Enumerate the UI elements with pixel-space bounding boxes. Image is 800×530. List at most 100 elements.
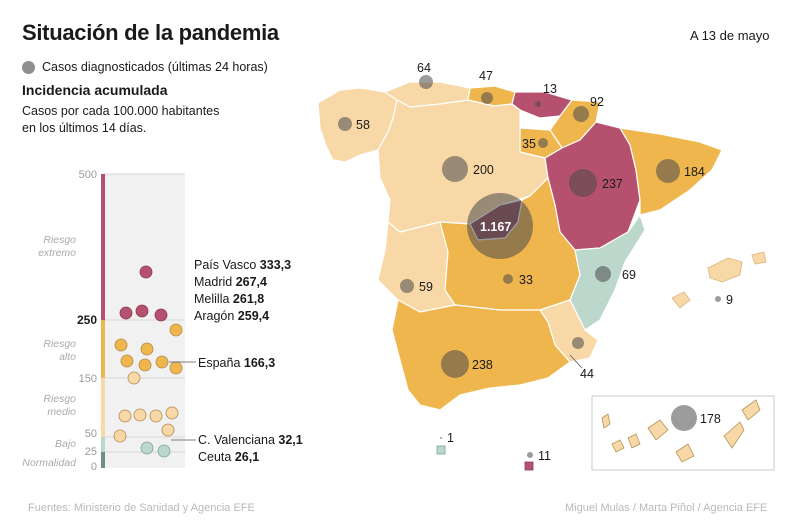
highlight-name: Ceuta (198, 450, 232, 464)
bubble-cantabria (481, 92, 493, 104)
band-label-normalidad: Normalidad (22, 457, 77, 469)
cases-aragon: 237 (602, 177, 623, 191)
incidence-subtitle-line-1: Casos por cada 100.000 habitantes (22, 104, 220, 118)
dot-alto-1 (169, 323, 183, 337)
bubble-galicia (338, 117, 352, 131)
region-canarias (601, 399, 761, 463)
band-label-medio: Riesgo (43, 393, 76, 405)
case-bubbles (338, 75, 721, 458)
highlight-name: País Vasco (194, 258, 257, 272)
band-label-bajo: Bajo (55, 438, 76, 450)
highlight-name: España (198, 356, 241, 370)
cases-murcia: 44 (580, 367, 594, 381)
highlight-value: 333,3 (259, 258, 292, 272)
cases-melilla: 11 (538, 449, 551, 463)
dot-medio-5 (165, 406, 179, 420)
band-label-extremo: Riesgo (43, 234, 76, 246)
incidence-scale: 500 250 150 50 25 0 Riesgo extremo Riesg… (22, 169, 196, 473)
incidence-subtitle: Casos por cada 100.000 habitantes en los… (22, 103, 242, 137)
risk-band-labels: Riesgo extremo Riesgo alto Riesgo medio … (22, 234, 77, 469)
bubble-canarias (671, 405, 697, 431)
scale-bar-extremo (101, 174, 105, 320)
cases-valenciana: 69 (622, 268, 636, 282)
highlight-value: 267,4 (235, 275, 267, 289)
tick-0: 0 (91, 461, 97, 473)
highlight-espana: España 166,3 (198, 356, 275, 370)
region-pais-vasco (511, 91, 573, 119)
bubble-extremadura (400, 279, 414, 293)
region-murcia (539, 299, 599, 363)
highlight-value: 26,1 (234, 450, 260, 464)
cases-asturias: 64 (417, 61, 431, 75)
tick-150: 150 (79, 373, 97, 385)
highlight-aragon: Aragón 259,4 (194, 309, 269, 323)
region-aragon (544, 121, 641, 251)
bubble-castilla-la-mancha (503, 274, 513, 284)
cases-canarias: 178 (700, 412, 721, 426)
incidence-title: Incidencia acumulada (22, 82, 168, 98)
region-castilla-la-mancha (439, 177, 581, 311)
bubble-andalucia (441, 350, 469, 378)
bubble-valenciana (595, 266, 611, 282)
dot-alto-5 (138, 358, 152, 372)
region-melilla (524, 461, 534, 471)
region-la-rioja (519, 127, 563, 159)
region-valenciana (569, 214, 646, 331)
cases-madrid: 1.167 (480, 220, 511, 234)
region-asturias (384, 81, 471, 108)
band-label-medio-2: medio (47, 406, 76, 418)
band-label-alto: Riesgo (43, 338, 76, 350)
incidence-dots (113, 265, 183, 458)
page-title: Situación de la pandemia (22, 20, 279, 45)
highlight-madrid: Madrid 267,4 (194, 275, 267, 289)
dot-alto-3 (140, 342, 154, 356)
cases-andalucia: 238 (472, 358, 493, 372)
highlight-name: Madrid (194, 275, 233, 289)
dot-valenciana (140, 441, 154, 455)
bubble-navarra (573, 106, 589, 122)
dot-medio-1 (127, 371, 141, 385)
highlight-ceuta: Ceuta 26,1 (198, 450, 259, 464)
region-ceuta (436, 445, 446, 455)
bubble-aragon (569, 169, 597, 197)
highlight-name: Melilla (194, 292, 230, 306)
sources-credit: Fuentes: Ministerio de Sanidad y Agencia… (28, 502, 255, 514)
region-extremadura (377, 221, 456, 313)
bubble-melilla (527, 452, 533, 458)
canarias-inset-frame (591, 395, 775, 471)
highlight-value: 166,3 (243, 356, 276, 370)
dot-ceuta (157, 444, 171, 458)
region-castilla-leon (377, 99, 549, 233)
cases-pais-vasco: 13 (543, 82, 557, 96)
region-madrid (469, 199, 523, 241)
cases-ceuta: 1 (447, 431, 454, 445)
scale-bar-bajo (101, 437, 105, 452)
region-cataluna (619, 127, 723, 216)
highlight-valenciana: C. Valenciana 32,1 (198, 433, 303, 447)
cases-cataluna: 184 (684, 165, 705, 179)
highlight-value: 259,4 (237, 309, 270, 323)
dot-medio-6 (161, 423, 175, 437)
band-label-extremo-2: extremo (38, 247, 76, 259)
highlight-value: 32,1 (278, 433, 303, 447)
dot-melilla (135, 304, 149, 318)
bubble-pais-vasco (535, 101, 541, 107)
region-andalucia (391, 299, 571, 411)
scale-bar-normalidad (101, 452, 105, 468)
bubble-castilla-leon (442, 156, 468, 182)
dot-alto-2 (114, 338, 128, 352)
dot-aragon (154, 308, 168, 322)
scale-bar-medio (101, 378, 105, 437)
scale-background (103, 174, 185, 468)
authors-credit: Miguel Mulas / Marta Piñol / Agencia EFE (565, 502, 768, 514)
region-navarra (549, 99, 601, 149)
band-label-alto-2: alto (59, 351, 76, 363)
bubble-murcia (572, 337, 584, 349)
cases-la-rioja: 35 (522, 137, 536, 151)
scale-bar-alto (101, 320, 105, 378)
cases-extremadura: 59 (419, 280, 433, 294)
highlight-name: C. Valenciana (198, 433, 275, 447)
bubble-legend-icon (22, 60, 35, 74)
bubble-cataluna (656, 159, 680, 183)
tick-25: 25 (85, 446, 97, 458)
